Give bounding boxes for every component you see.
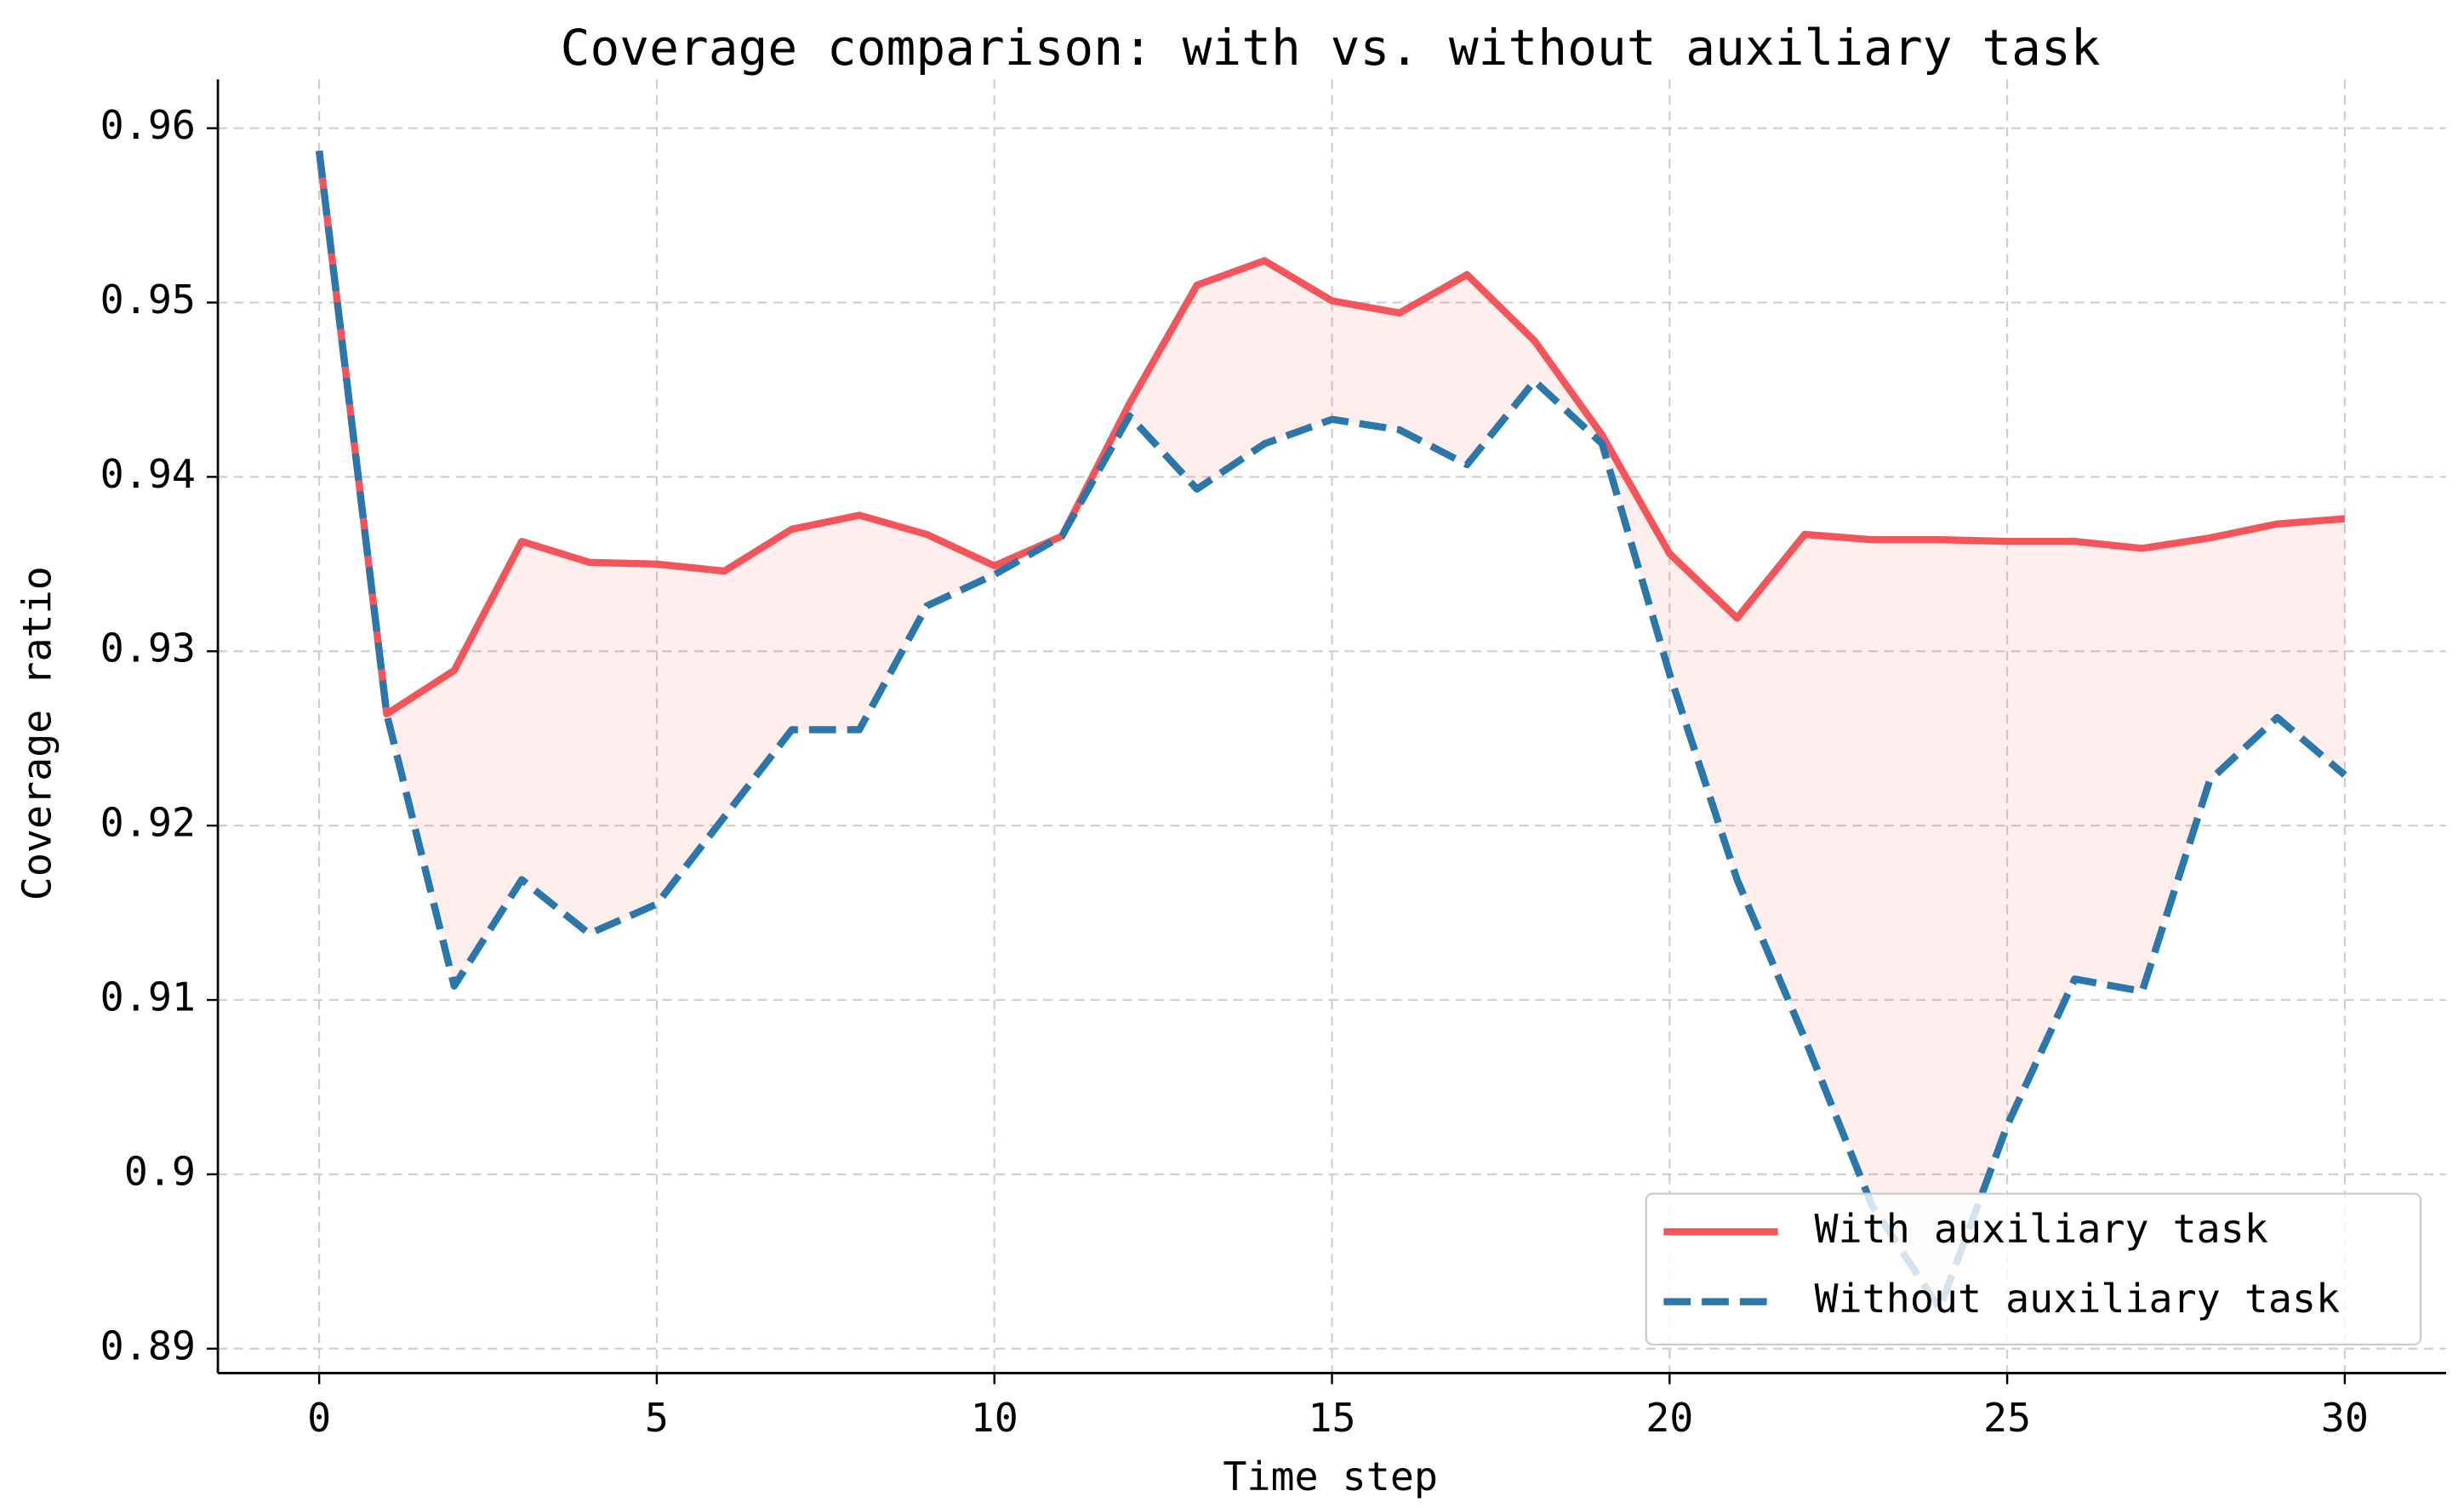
legend-box <box>1645 1192 2422 1345</box>
x-tick-label: 10 <box>971 1395 1018 1441</box>
y-axis-label: Coverage ratio <box>14 566 60 900</box>
y-tick-label: 0.96 <box>100 102 196 148</box>
y-tick-label: 0.91 <box>100 974 196 1020</box>
y-tick-label: 0.92 <box>100 800 196 846</box>
x-tick-label: 30 <box>2321 1395 2369 1441</box>
chart-title: Coverage comparison: with vs. without au… <box>561 19 2101 77</box>
x-tick-label: 15 <box>1308 1395 1355 1441</box>
y-tick-label: 0.95 <box>100 277 196 323</box>
series-line <box>315 150 2347 1312</box>
y-tick-label: 0.9 <box>124 1148 196 1194</box>
x-axis-label: Time step <box>1223 1454 1438 1499</box>
y-tick-label: 0.93 <box>100 625 196 671</box>
x-tick-label: 5 <box>645 1395 669 1441</box>
y-tick-label: 0.94 <box>100 451 196 497</box>
difference-area <box>319 151 2345 1309</box>
x-tick-label: 20 <box>1646 1395 1693 1441</box>
x-tick-label: 0 <box>307 1395 331 1441</box>
series-line <box>315 150 2346 718</box>
x-tick-label: 25 <box>1983 1395 2031 1441</box>
legend-label: With auxiliary task <box>1815 1206 2268 1252</box>
legend-label: Without auxiliary task <box>1815 1276 2341 1322</box>
y-tick-label: 0.89 <box>100 1322 196 1368</box>
